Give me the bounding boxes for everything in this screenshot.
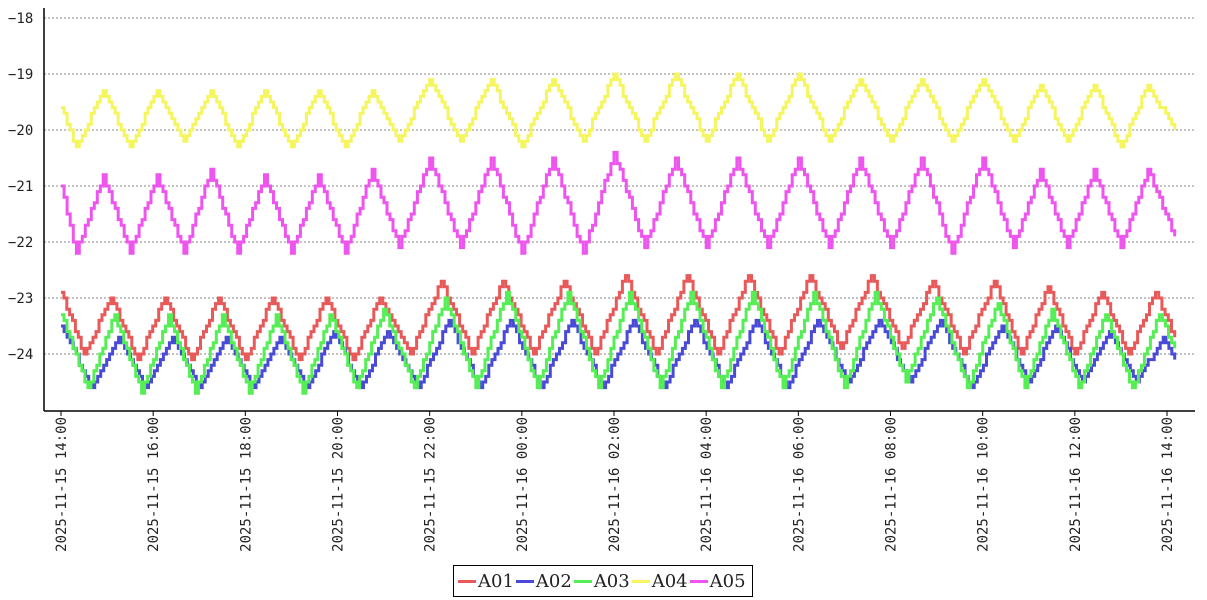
- legend-swatch: [573, 579, 592, 583]
- legend: A01 A02 A03 A04 A05: [453, 565, 753, 597]
- x-axis-ticks: 2025-11-15 14:00 2025-11-15 16:00 2025-11-…: [54, 411, 1176, 552]
- series-line-a05: [61, 150, 1177, 255]
- y-tick-label: −23: [8, 291, 33, 307]
- y-axis-ticks: −18 −19 −20 −21 −22 −23 −24: [8, 11, 33, 363]
- series-line-a03: [61, 290, 1177, 395]
- x-tick-label: 2025-11-16 10:00: [976, 417, 992, 552]
- y-tick-label: −18: [8, 11, 33, 27]
- x-tick-label: 2025-11-15 16:00: [146, 417, 162, 552]
- x-tick-label: 2025-11-16 02:00: [607, 417, 623, 552]
- x-tick-label: 2025-11-15 18:00: [238, 417, 254, 552]
- y-tick-label: −24: [8, 347, 33, 363]
- x-tick-label: 2025-11-15 20:00: [331, 417, 347, 552]
- series-line-a04: [61, 72, 1177, 149]
- x-tick-label: 2025-11-16 12:00: [1068, 417, 1084, 552]
- legend-label: A05: [709, 570, 746, 592]
- axes: [43, 8, 1195, 412]
- legend-item-a05: A05: [689, 570, 746, 592]
- legend-item-a01: A01: [458, 571, 514, 592]
- legend-swatch: [689, 579, 708, 583]
- x-tick-label: 2025-11-16 14:00: [1160, 417, 1176, 552]
- x-tick-label: 2025-11-16 00:00: [515, 417, 531, 552]
- y-tick-label: −19: [8, 67, 33, 83]
- legend-label: A02: [535, 570, 572, 592]
- y-tick-label: −21: [8, 179, 33, 195]
- legend-label: A04: [651, 570, 688, 592]
- x-tick-label: 2025-11-16 04:00: [699, 417, 715, 552]
- legend-item-a04: A04: [631, 570, 688, 592]
- legend-label: A01: [478, 570, 514, 592]
- legend-swatch: [458, 579, 476, 583]
- x-tick-label: 2025-11-16 08:00: [884, 417, 900, 552]
- legend-swatch: [631, 579, 650, 583]
- x-tick-label: 2025-11-15 22:00: [423, 417, 439, 552]
- legend-item-a03: A03: [573, 570, 630, 592]
- legend-label: A03: [593, 570, 630, 592]
- legend-swatch: [515, 579, 534, 583]
- series-line-a01: [61, 274, 1177, 362]
- x-tick-label: 2025-11-15 14:00: [54, 417, 70, 552]
- legend-item-a02: A02: [515, 570, 572, 592]
- x-tick-label: 2025-11-16 06:00: [791, 417, 807, 552]
- y-tick-label: −22: [8, 235, 33, 251]
- y-tick-label: −20: [8, 123, 33, 139]
- plot-area: [61, 72, 1177, 395]
